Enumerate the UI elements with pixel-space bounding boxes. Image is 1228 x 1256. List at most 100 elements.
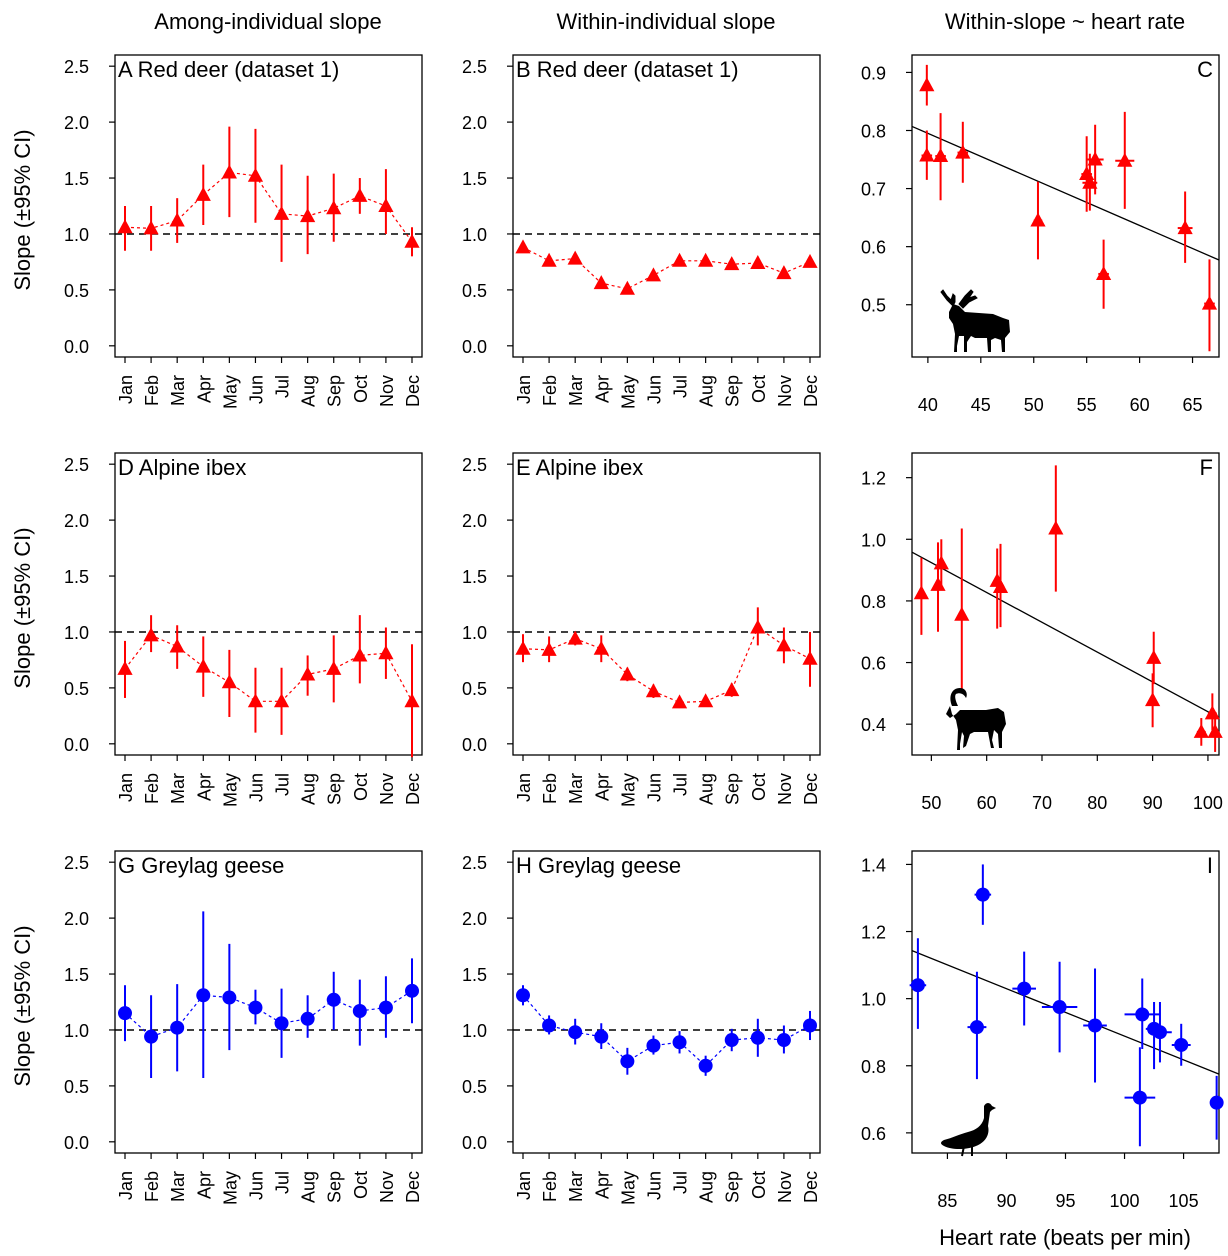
y-tick-label: 1.0 xyxy=(861,530,886,550)
point-jul xyxy=(672,1035,687,1050)
panel-title: G Greylag geese xyxy=(118,853,284,878)
point-mar xyxy=(170,1020,185,1035)
x-axis-label-heart-rate: Heart rate (beats per min) xyxy=(939,1225,1191,1250)
point-jan xyxy=(118,1006,132,1021)
point-dec xyxy=(803,1018,817,1033)
x-tick-label-feb: Feb xyxy=(142,773,162,804)
point-feb xyxy=(144,1029,159,1044)
data-point xyxy=(969,1020,984,1035)
y-tick-label: 2.0 xyxy=(462,909,487,929)
x-tick-label: 50 xyxy=(1024,395,1044,415)
point-apr xyxy=(195,186,211,201)
point-feb xyxy=(541,252,557,267)
y-tick-label: 0.5 xyxy=(462,679,487,699)
x-tick-label-aug: Aug xyxy=(697,375,717,407)
ibex-icon xyxy=(946,688,1006,750)
x-tick-label: 100 xyxy=(1193,793,1223,813)
panel-title: E Alpine ibex xyxy=(516,455,643,480)
point-sep xyxy=(724,1033,739,1048)
point-jul xyxy=(671,252,688,267)
point-jun xyxy=(247,693,264,708)
data-point xyxy=(1201,295,1218,310)
data-point xyxy=(1048,520,1064,535)
point-oct xyxy=(750,1030,765,1045)
x-axis: Jan Feb Mar Apr May Jun Jul Aug Sep Oct Nov Dec xyxy=(116,1153,423,1205)
point-jul xyxy=(274,1016,289,1031)
point-may xyxy=(619,666,635,681)
y-tick-label: 0.5 xyxy=(462,281,487,301)
x-tick-label-dec: Dec xyxy=(403,375,423,407)
y-tick-label: 1.0 xyxy=(462,623,487,643)
x-tick-label: 95 xyxy=(1055,1191,1075,1211)
x-tick-label: 60 xyxy=(1130,395,1150,415)
y-tick-label: 1.5 xyxy=(462,169,487,189)
point-dec xyxy=(802,253,818,268)
panel-title: B Red deer (dataset 1) xyxy=(516,57,739,82)
x-tick-label-sep: Sep xyxy=(325,773,345,805)
plot-frame xyxy=(114,850,423,1154)
point-apr xyxy=(594,1029,609,1044)
y-axis: 0.0 0.5 1.0 1.5 2.0 2.5 xyxy=(462,455,513,755)
column-title-within: Within-individual slope xyxy=(557,9,776,34)
y-tick-label: 0.0 xyxy=(462,1133,487,1153)
panel-c: 0.5 0.6 0.7 0.8 0.9 40 45 50 55 60 65 C xyxy=(861,54,1220,415)
panel-title: H Greylag geese xyxy=(516,853,681,878)
goose-icon xyxy=(941,1103,996,1157)
x-tick-label-apr: Apr xyxy=(194,1171,214,1199)
point-jul xyxy=(273,205,290,220)
x-axis: Jan Feb Mar Apr May Jun Jul Aug Sep Oct Nov Dec xyxy=(514,1153,821,1205)
y-tick-label: 2.5 xyxy=(64,455,89,475)
data-point xyxy=(1030,212,1046,227)
x-tick-label-jan: Jan xyxy=(514,773,534,802)
point-aug xyxy=(300,208,316,223)
y-tick-label: 0.8 xyxy=(861,122,886,142)
x-tick-label-aug: Aug xyxy=(697,773,717,805)
y-tick-label: 0.4 xyxy=(861,715,886,735)
data-point xyxy=(1174,1037,1189,1052)
point-sep xyxy=(724,682,740,697)
y-tick-label: 1.5 xyxy=(64,567,89,587)
point-jul xyxy=(671,694,688,709)
point-aug xyxy=(698,252,714,267)
plot-frame xyxy=(114,452,423,756)
point-oct xyxy=(750,255,766,270)
point-jun xyxy=(645,683,662,698)
point-aug xyxy=(698,1058,713,1073)
x-axis: 50 60 70 80 90 100 xyxy=(921,755,1223,813)
plot-frame xyxy=(512,452,821,756)
point-feb xyxy=(143,220,159,235)
data-point xyxy=(954,606,970,621)
data-point xyxy=(1117,152,1133,167)
data-point xyxy=(975,887,990,902)
panel-d: 0.0 0.5 1.0 1.5 2.0 2.5 Jan Feb Mar Apr May Jun Jul A… xyxy=(64,452,423,807)
y-tick-label: 1.2 xyxy=(861,469,886,489)
point-mar xyxy=(568,1025,583,1040)
x-tick-label: 80 xyxy=(1087,793,1107,813)
x-tick-label-oct: Oct xyxy=(351,375,371,403)
x-tick-label-jul: Jul xyxy=(273,375,293,398)
plot-frame xyxy=(512,850,821,1154)
data-point xyxy=(1145,692,1161,707)
series-line xyxy=(124,634,413,702)
x-tick-label-aug: Aug xyxy=(299,773,319,805)
point-nov xyxy=(378,198,394,212)
point-may xyxy=(620,1054,635,1069)
point-jun xyxy=(247,167,264,182)
y-tick-label: 1.5 xyxy=(64,965,89,985)
y-tick-label: 2.5 xyxy=(462,57,487,77)
x-tick-label-mar: Mar xyxy=(566,375,586,406)
point-feb xyxy=(542,1018,557,1033)
y-tick-label: 0.6 xyxy=(861,1124,886,1144)
point-mar xyxy=(169,638,185,653)
y-tick-label: 0.5 xyxy=(861,296,886,316)
point-jan xyxy=(516,988,530,1003)
x-tick-label-jul: Jul xyxy=(273,773,293,796)
x-tick-label-jan: Jan xyxy=(116,375,136,404)
x-tick-label-sep: Sep xyxy=(723,1171,743,1203)
x-tick-label-apr: Apr xyxy=(592,1171,612,1199)
data-point xyxy=(919,147,935,162)
point-jan xyxy=(117,660,133,675)
x-tick-label-nov: Nov xyxy=(377,773,397,805)
x-tick-label-jun: Jun xyxy=(644,1171,664,1200)
point-nov xyxy=(776,637,792,652)
